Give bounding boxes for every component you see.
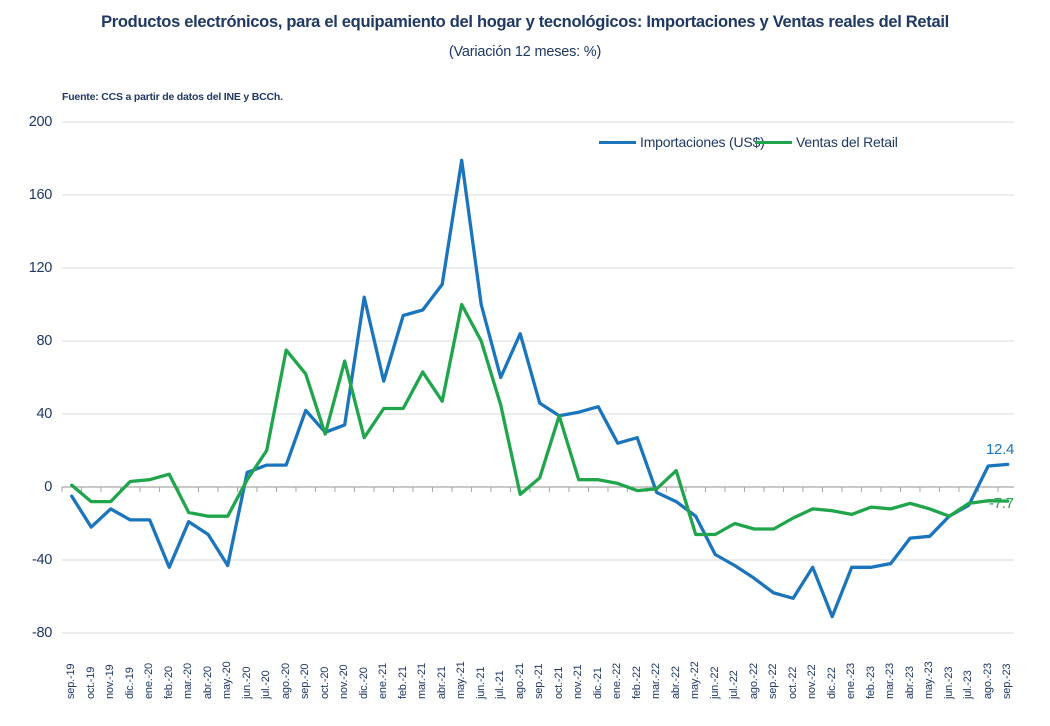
x-tick-label: dic.-21 (591, 667, 604, 699)
x-tick-label: ene.-21 (377, 663, 390, 699)
x-tick-label: oct.-19 (84, 666, 97, 699)
chart-subtitle: (Variación 12 meses: %) (448, 44, 602, 60)
x-tick-label: ago.-23 (981, 663, 994, 699)
x-tick-label: oct.-21 (552, 666, 565, 699)
x-tick-label: ago.-21 (513, 663, 526, 699)
x-tick-label: jun.-23 (942, 666, 955, 699)
x-tick-label: may.-21 (455, 661, 468, 699)
x-tick-label: may.-23 (923, 661, 936, 699)
x-tick-label: may.-20 (221, 661, 234, 699)
x-tick-label: oct.-22 (786, 666, 799, 699)
series-ventas-line (70, 302, 1010, 537)
chart-title: Productos electrónicos, para el equipami… (101, 13, 949, 31)
legend-item-ventas: Ventas del Retail (755, 133, 898, 151)
legend-label-importaciones: Importaciones (US$) (640, 134, 765, 150)
x-tick-label: abr.-23 (903, 666, 916, 699)
y-tick-label: -80 (31, 624, 52, 641)
x-tick-label: dic.-19 (123, 667, 136, 699)
y-tick-label: 200 (28, 113, 53, 130)
x-tick-label: feb.-23 (864, 666, 877, 699)
x-tick-label: mar.-21 (416, 663, 429, 699)
x-tick-label: jul.-23 (962, 670, 975, 699)
end-label-importaciones: 12.4 (986, 441, 1014, 458)
x-tick-label: dic.-22 (825, 667, 838, 699)
x-tick-label: nov.-21 (572, 664, 585, 699)
x-tick-label: abr.-21 (435, 666, 448, 699)
series-importaciones-line (70, 158, 1010, 619)
x-tick-label: mar.-22 (650, 663, 663, 699)
x-tick-label: ene.-20 (143, 663, 156, 699)
x-tick-label: sep.-21 (533, 663, 546, 699)
y-tick-label: 40 (36, 405, 52, 422)
y-tick-label: 120 (28, 259, 53, 276)
y-tick-label: 80 (36, 332, 52, 349)
legend-label-ventas: Ventas del Retail (796, 134, 898, 150)
x-tick-label: feb.-22 (630, 666, 643, 699)
legend-line-importaciones-icon (599, 140, 636, 144)
x-tick-label: ago.-22 (747, 663, 760, 699)
x-tick-label: oct.-20 (318, 666, 331, 699)
x-tick-label: feb.-21 (396, 666, 409, 699)
x-tick-label: abr.-22 (669, 666, 682, 699)
x-tick-label: mar.-20 (182, 663, 195, 699)
y-tick-label: 0 (44, 478, 52, 495)
x-tick-label: jul.-20 (260, 670, 273, 699)
x-tick-label: nov.-19 (104, 664, 117, 699)
x-tick-label: mar.-23 (884, 663, 897, 699)
x-tick-label: sep.-20 (299, 663, 312, 699)
source-note: Fuente: CCS a partir de datos del INE y … (62, 91, 283, 103)
x-tick-label: sep.-23 (1001, 663, 1014, 699)
x-tick-label: ene.-22 (611, 663, 624, 699)
end-label-ventas: -7.7 (989, 495, 1014, 512)
x-tick-label: may.-22 (689, 661, 702, 699)
y-tick-label: 160 (28, 186, 53, 203)
x-tick-label: jun.-20 (240, 666, 253, 699)
x-tick-label: jun.-21 (474, 666, 487, 699)
legend-line-ventas-icon (755, 140, 792, 144)
x-tick-label: jul.-21 (494, 670, 507, 699)
x-tick-label: dic.-20 (357, 667, 370, 699)
x-tick-label: nov.-22 (806, 664, 819, 699)
x-tick-label: sep.-19 (65, 663, 78, 699)
x-tick-label: abr.-20 (201, 666, 214, 699)
legend-item-importaciones: Importaciones (US$) (599, 133, 765, 151)
x-tick-label: jul.-22 (728, 670, 741, 699)
x-tick-label: ene.-23 (845, 663, 858, 699)
x-tick-label: nov.-20 (338, 664, 351, 699)
x-tick-label: ago.-20 (279, 663, 292, 699)
x-tick-label: jun.-22 (708, 666, 721, 699)
x-tick-label: sep.-22 (767, 663, 780, 699)
y-tick-label: -40 (31, 551, 52, 568)
x-tick-label: feb.-20 (162, 666, 175, 699)
